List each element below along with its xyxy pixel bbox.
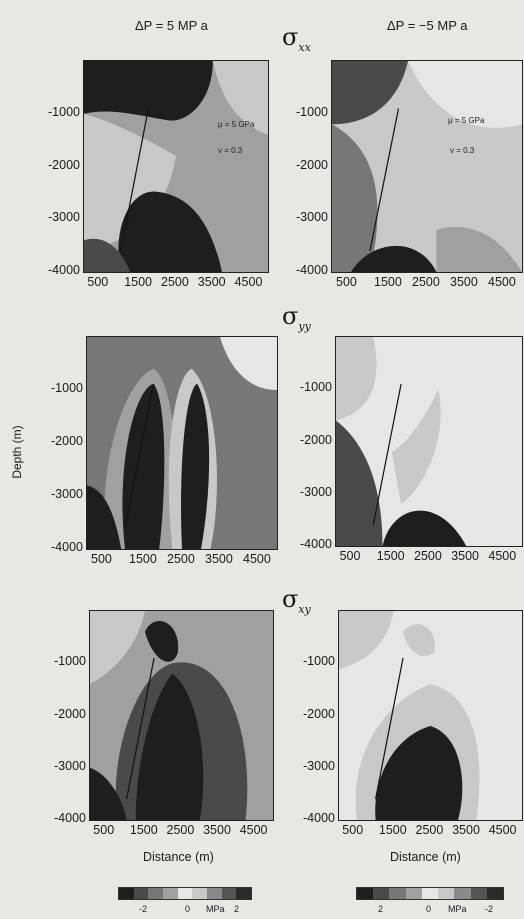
- column-title-right: ΔP = −5 MP a: [387, 18, 468, 33]
- colorbar-left: [118, 887, 252, 900]
- param-mu-left: μ = 5 GPa: [218, 120, 255, 129]
- x-tick-label: 500: [339, 549, 361, 563]
- y-tick-label: -2000: [51, 434, 83, 448]
- x-tick-label: 4500: [243, 552, 271, 566]
- fault-line: [121, 108, 149, 250]
- stress-panel-1: [83, 60, 269, 273]
- y-tick-label: -1000: [296, 104, 328, 119]
- x-tick-label: 2500: [414, 549, 442, 563]
- y-tick-label: -2000: [300, 432, 332, 447]
- fault-line: [127, 658, 154, 799]
- y-tick-label: -3000: [51, 487, 83, 501]
- y-tick-label: -2000: [296, 157, 328, 172]
- colorbar-right-label-unit: MPa: [448, 904, 467, 914]
- x-tick-label: 1500: [124, 275, 152, 289]
- stress-panel-3: [86, 336, 278, 550]
- fault-line: [370, 108, 399, 250]
- x-tick-label: 500: [336, 275, 357, 289]
- x-tick-label: 4500: [488, 823, 517, 837]
- y-tick-label: -2000: [48, 157, 80, 172]
- x-tick-label: 1500: [376, 549, 405, 563]
- x-tick-label: 4500: [234, 275, 263, 289]
- colorbar-left-label-max: 2: [234, 904, 240, 914]
- x-axis-label-right: Distance (m): [390, 850, 461, 864]
- y-tick-label: -3000: [300, 484, 332, 499]
- x-tick-label: 500: [91, 552, 112, 566]
- colorbar-right-label-zero: 0: [426, 904, 432, 914]
- stress-panel-5: [89, 610, 274, 821]
- x-tick-label: 1500: [129, 823, 158, 837]
- y-axis-label: Depth (m): [10, 425, 24, 479]
- sigma-xx-label: σxx: [282, 23, 311, 54]
- stress-panel-4: [335, 336, 523, 547]
- fault-line: [376, 658, 403, 799]
- x-tick-label: 3500: [205, 552, 233, 566]
- x-tick-label: 4500: [239, 823, 268, 837]
- x-tick-label: 1500: [378, 823, 407, 837]
- x-tick-label: 3500: [203, 823, 231, 837]
- x-tick-label: 4500: [488, 549, 517, 563]
- x-tick-label: 3500: [451, 549, 479, 563]
- colorbar-right-label-max: 2: [378, 904, 384, 914]
- x-tick-label: 2500: [412, 275, 440, 289]
- y-tick-label: -4000: [51, 540, 83, 554]
- x-axis-label-left: Distance (m): [143, 850, 214, 864]
- param-nu-left: ν = 0.3: [218, 146, 243, 155]
- y-tick-label: -1000: [300, 380, 332, 395]
- x-tick-label: 1500: [129, 552, 157, 566]
- x-tick-label: 1500: [374, 275, 402, 289]
- x-tick-label: 4500: [488, 275, 516, 289]
- x-tick-label: 2500: [415, 823, 444, 837]
- y-tick-label: -4000: [54, 811, 86, 825]
- y-tick-label: -3000: [54, 758, 86, 773]
- y-tick-label: -3000: [296, 210, 328, 225]
- y-tick-label: -3000: [303, 758, 335, 773]
- x-tick-label: 3500: [197, 275, 226, 289]
- y-tick-label: -1000: [51, 381, 83, 395]
- colorbar-left-label-min: -2: [139, 904, 148, 914]
- colorbar-right: [356, 887, 504, 900]
- y-tick-label: -4000: [300, 537, 332, 551]
- fault-line: [125, 385, 154, 528]
- x-tick-label: 3500: [452, 823, 480, 837]
- stress-panel-6: [338, 610, 523, 821]
- sigma-yy-label: σyy: [282, 302, 311, 333]
- fault-line: [373, 384, 401, 525]
- x-tick-label: 2500: [167, 552, 195, 566]
- param-nu-right: ν = 0.3: [450, 146, 475, 155]
- x-tick-label: 3500: [450, 275, 478, 289]
- y-tick-label: -4000: [303, 811, 335, 825]
- x-tick-label: 500: [87, 275, 109, 289]
- y-tick-label: -3000: [48, 210, 80, 225]
- sigma-xy-label: σxy: [282, 585, 311, 616]
- x-tick-label: 2500: [166, 823, 195, 837]
- x-tick-label: 500: [93, 823, 115, 837]
- colorbar-left-label-zero: 0: [185, 904, 191, 914]
- colorbar-right-label-min: -2: [485, 904, 494, 914]
- param-mu-right: μ = 5 GPa: [448, 116, 485, 125]
- y-tick-label: -1000: [303, 654, 335, 669]
- y-tick-label: -4000: [296, 263, 328, 277]
- colorbar-left-label-unit: MPa: [206, 904, 225, 914]
- y-tick-label: -2000: [54, 706, 86, 721]
- x-tick-label: 2500: [161, 275, 189, 289]
- y-tick-label: -2000: [303, 706, 335, 721]
- y-tick-label: -1000: [48, 104, 80, 119]
- y-tick-label: -1000: [54, 654, 86, 669]
- column-title-left: ΔP = 5 MP a: [135, 18, 208, 33]
- stress-panel-2: [331, 60, 523, 273]
- x-tick-label: 500: [342, 823, 364, 837]
- y-tick-label: -4000: [48, 263, 80, 277]
